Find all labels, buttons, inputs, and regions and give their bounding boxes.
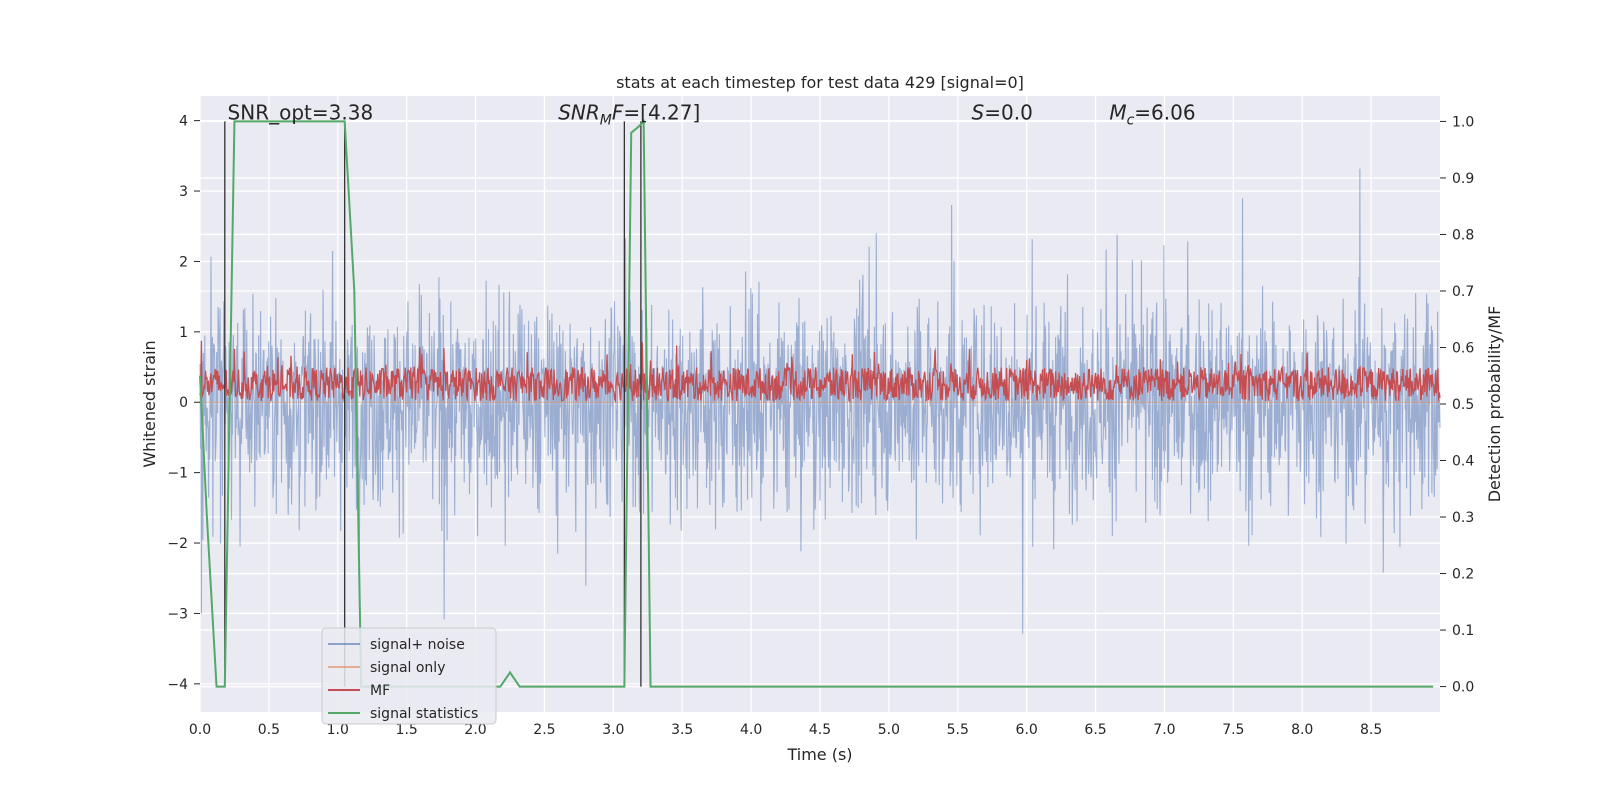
x-tick-label: 1.5 — [396, 722, 418, 738]
x-tick-label: 7.0 — [1153, 722, 1175, 738]
y-right-tick-label: 0.0 — [1452, 680, 1474, 696]
x-tick-label: 5.5 — [947, 722, 969, 738]
y-left-axis-ticks: 4 3 2 1 0 −1 −2 −3 −4 — [167, 114, 200, 693]
x-tick-label: 8.0 — [1291, 722, 1313, 738]
legend-entry: signal only — [370, 660, 445, 676]
y-left-tick-label: 1 — [179, 325, 188, 341]
y-left-tick-label: 0 — [179, 395, 188, 411]
series-mf — [199, 340, 1441, 403]
y-left-tick-label: −4 — [167, 677, 188, 693]
x-tick-label: 4.5 — [809, 722, 831, 738]
x-tick-label: 3.0 — [602, 722, 624, 738]
x-tick-label: 0.0 — [189, 722, 211, 738]
annotations: SNR_opt=3.38 SNRMF=[4.27] S=0.0 Mc=6.06 — [228, 101, 1196, 129]
y-right-axis-label: Detection probability/MF — [1485, 306, 1504, 503]
x-tick-label: 6.0 — [1016, 722, 1038, 738]
annotation-0: SNR_opt=3.38 — [228, 101, 374, 125]
y-right-tick-label: 0.8 — [1452, 227, 1474, 243]
chart-title: stats at each timestep for test data 429… — [616, 73, 1024, 92]
mf-line — [199, 340, 1441, 403]
x-axis-label: Time (s) — [786, 745, 852, 764]
x-tick-label: 2.0 — [464, 722, 486, 738]
x-axis-ticks: 0.0 0.5 1.0 1.5 2.0 2.5 3.0 3.5 4.0 4.5 5.0 5.5 6.0 6… — [189, 722, 1382, 738]
legend-entry: MF — [370, 683, 390, 699]
x-tick-label: 2.5 — [533, 722, 555, 738]
x-tick-label: 4.0 — [740, 722, 762, 738]
y-left-tick-label: 3 — [179, 184, 188, 200]
x-tick-label: 3.5 — [671, 722, 693, 738]
x-tick-label: 6.5 — [1084, 722, 1106, 738]
y-left-tick-label: −2 — [167, 536, 188, 552]
signal-statistics-line — [199, 119, 1434, 688]
y-left-tick-label: −1 — [167, 466, 188, 482]
y-right-tick-label: 0.1 — [1452, 623, 1474, 639]
legend: signal+ noise signal only MF signal statist… — [321, 627, 497, 725]
y-right-tick-label: 1.0 — [1452, 114, 1474, 130]
legend-entry: signal+ noise — [370, 637, 465, 653]
y-left-tick-label: −3 — [167, 606, 188, 622]
y-right-tick-label: 0.6 — [1452, 340, 1474, 356]
x-tick-label: 7.5 — [1222, 722, 1244, 738]
y-right-tick-label: 0.9 — [1452, 171, 1474, 187]
legend-box — [321, 627, 497, 725]
annotation-3: Mc=6.06 — [1109, 101, 1195, 129]
y-right-tick-label: 0.3 — [1452, 510, 1474, 526]
y-right-tick-label: 0.7 — [1452, 284, 1474, 300]
annotation-1: SNRMF=[4.27] — [558, 101, 700, 129]
series-signal-statistics — [199, 119, 1434, 688]
x-tick-label: 8.5 — [1360, 722, 1382, 738]
y-left-axis-label: Whitened strain — [140, 340, 159, 467]
y-left-tick-label: 2 — [179, 254, 188, 270]
y-right-tick-label: 0.5 — [1452, 397, 1474, 413]
annotation-2: S=0.0 — [972, 101, 1033, 125]
x-tick-label: 0.5 — [258, 722, 280, 738]
y-right-tick-label: 0.4 — [1452, 454, 1474, 470]
vertical-markers — [224, 121, 642, 687]
y-right-axis-ticks: 1.0 0.9 0.8 0.7 0.6 0.5 0.4 0.3 0.2 0.1 0.0 — [1440, 114, 1474, 696]
y-right-tick-label: 0.2 — [1452, 567, 1474, 583]
y-left-tick-label: 4 — [179, 114, 188, 130]
x-tick-label: 1.0 — [327, 722, 349, 738]
x-tick-label: 5.0 — [878, 722, 900, 738]
legend-entry: signal statistics — [370, 706, 478, 722]
